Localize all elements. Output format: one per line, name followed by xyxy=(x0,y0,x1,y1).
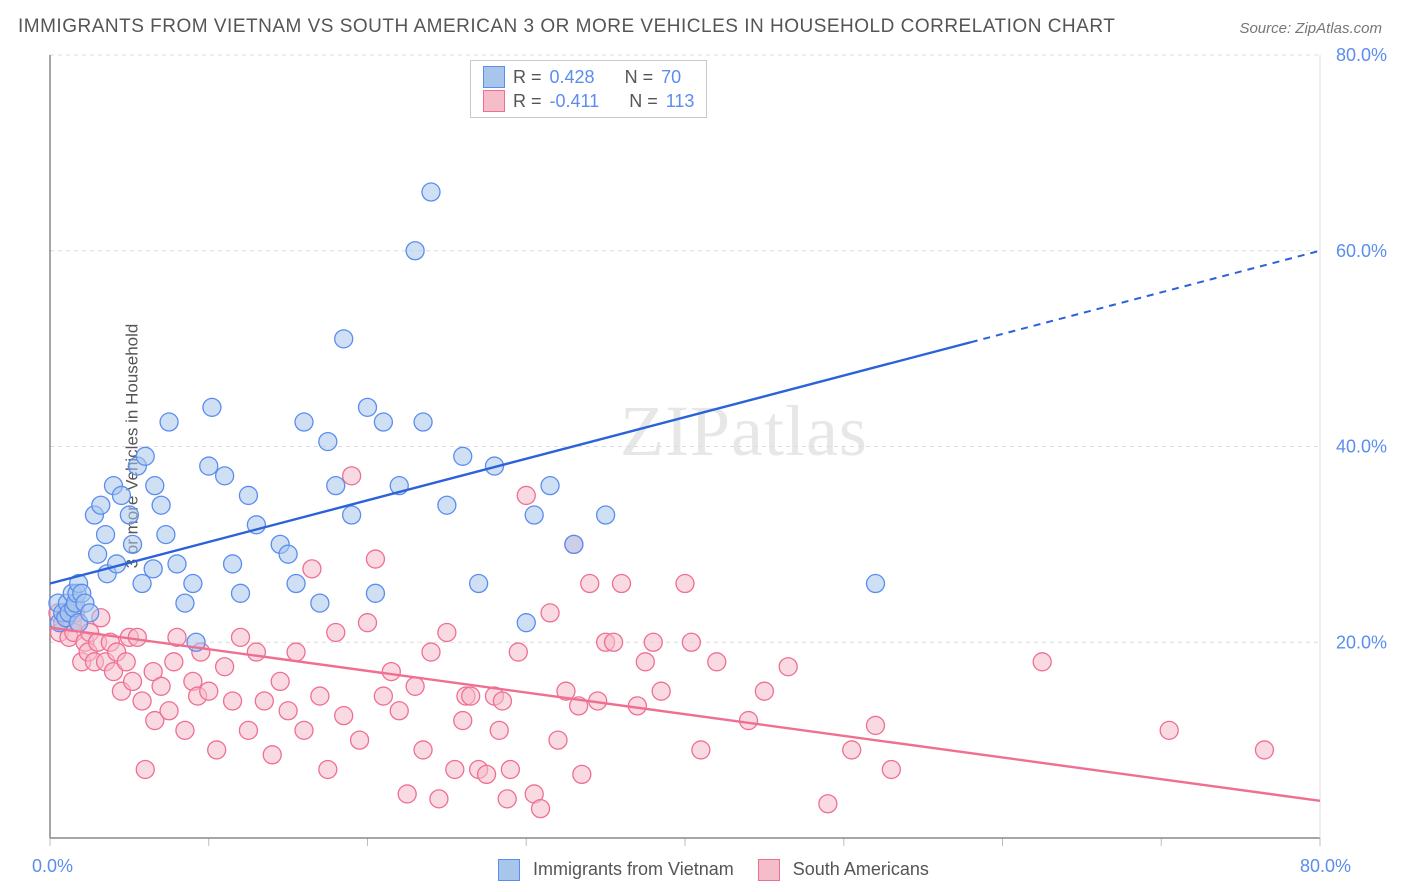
r-label: R = xyxy=(513,65,542,89)
legend-item-blue: Immigrants from Vietnam xyxy=(498,859,734,881)
n-value-pink: 113 xyxy=(666,89,695,113)
r-value-blue: 0.428 xyxy=(550,65,595,89)
r-value-pink: -0.411 xyxy=(550,89,600,113)
scatter-chart: 20.0% 40.0% 60.0% 80.0% xyxy=(0,0,1406,892)
stats-legend-row-blue: R = 0.428 N = 70 xyxy=(483,65,694,89)
swatch-blue xyxy=(498,859,520,881)
swatch-blue xyxy=(483,66,505,88)
n-label: N = xyxy=(625,65,654,89)
legend-item-pink: South Americans xyxy=(758,859,929,881)
n-value-blue: 70 xyxy=(661,65,681,89)
r-label: R = xyxy=(513,89,542,113)
series-legend: Immigrants from Vietnam South Americans xyxy=(498,859,929,881)
x-end-label: 80.0% xyxy=(1300,856,1351,877)
svg-text:60.0%: 60.0% xyxy=(1336,241,1387,261)
n-label: N = xyxy=(629,89,658,113)
svg-text:80.0%: 80.0% xyxy=(1336,45,1387,65)
svg-text:40.0%: 40.0% xyxy=(1336,437,1387,457)
x-origin-label: 0.0% xyxy=(32,856,73,877)
stats-legend-row-pink: R = -0.411 N = 113 xyxy=(483,89,694,113)
swatch-pink xyxy=(483,90,505,112)
legend-label-blue: Immigrants from Vietnam xyxy=(533,859,734,879)
swatch-pink xyxy=(758,859,780,881)
svg-text:20.0%: 20.0% xyxy=(1336,632,1387,652)
legend-label-pink: South Americans xyxy=(793,859,929,879)
stats-legend: R = 0.428 N = 70 R = -0.411 N = 113 xyxy=(470,60,707,118)
